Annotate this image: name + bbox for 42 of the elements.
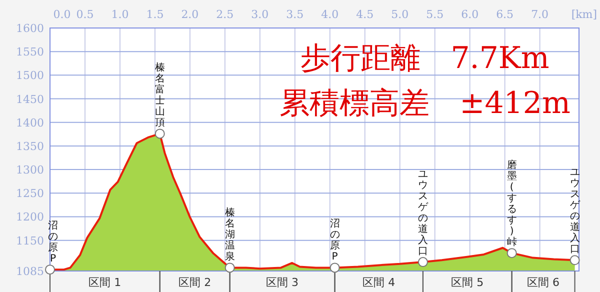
text: 歩行距離 7.7Km — [300, 41, 550, 76]
annotation: 榛名富士山頂 — [154, 62, 165, 129]
text: 区間 1 — [88, 276, 122, 289]
annotation: ユウスゲの道入口 — [570, 167, 581, 256]
y-tick-label: 1600 — [16, 22, 44, 35]
text: 累積標高差 ±412m — [280, 86, 570, 121]
y-tick-label: 1085 — [16, 265, 44, 278]
text: 区間 5 — [451, 276, 484, 289]
annotation: 磨墨(するす)峠 — [506, 159, 517, 248]
x-tick-label: 2.5 — [216, 8, 234, 21]
x-tick-label: 6.5 — [496, 8, 514, 21]
text: 区間 3 — [266, 276, 299, 289]
y-tick-label: 1500 — [16, 69, 44, 82]
y-tick-label: 1150 — [16, 234, 44, 248]
x-tick-label: 4.0 — [321, 8, 339, 21]
y-tick-label: 1450 — [16, 92, 44, 106]
x-tick-label: 0.5 — [76, 8, 94, 21]
x-tick-label: 3.5 — [286, 8, 304, 21]
annotation: 榛名湖温泉 — [224, 206, 235, 263]
x-tick-label: 5.5 — [426, 8, 444, 21]
x-tick-label: 1.5 — [146, 8, 164, 21]
text: 区間 6 — [527, 276, 560, 289]
x-tick-label: 0.0 — [53, 8, 71, 21]
y-tick-label: 1200 — [16, 210, 44, 224]
x-axis-title: [km] — [571, 8, 597, 21]
y-tick-label: 1550 — [16, 46, 44, 59]
y-tick-label: 1300 — [16, 164, 44, 177]
y-tick-label: 1350 — [16, 140, 44, 153]
annotation: 沼の原P — [48, 220, 58, 265]
x-tick-label: 1.0 — [111, 8, 129, 21]
x-tick-label: 3.0 — [251, 8, 269, 21]
x-tick-label: 6.0 — [461, 8, 479, 21]
text: 区間 4 — [362, 276, 396, 289]
annotation: 沼の原P — [330, 218, 340, 263]
text: 区間 2 — [178, 276, 212, 289]
x-tick-label: 7.0 — [531, 8, 549, 21]
x-tick-label: 2.0 — [181, 8, 199, 21]
y-tick-label: 1400 — [16, 116, 44, 130]
x-tick-label: 5.0 — [391, 8, 409, 21]
x-tick-label: 4.5 — [356, 8, 374, 21]
annotation: ユウスゲの道入口 — [418, 169, 429, 258]
y-tick-label: 1250 — [16, 187, 44, 200]
